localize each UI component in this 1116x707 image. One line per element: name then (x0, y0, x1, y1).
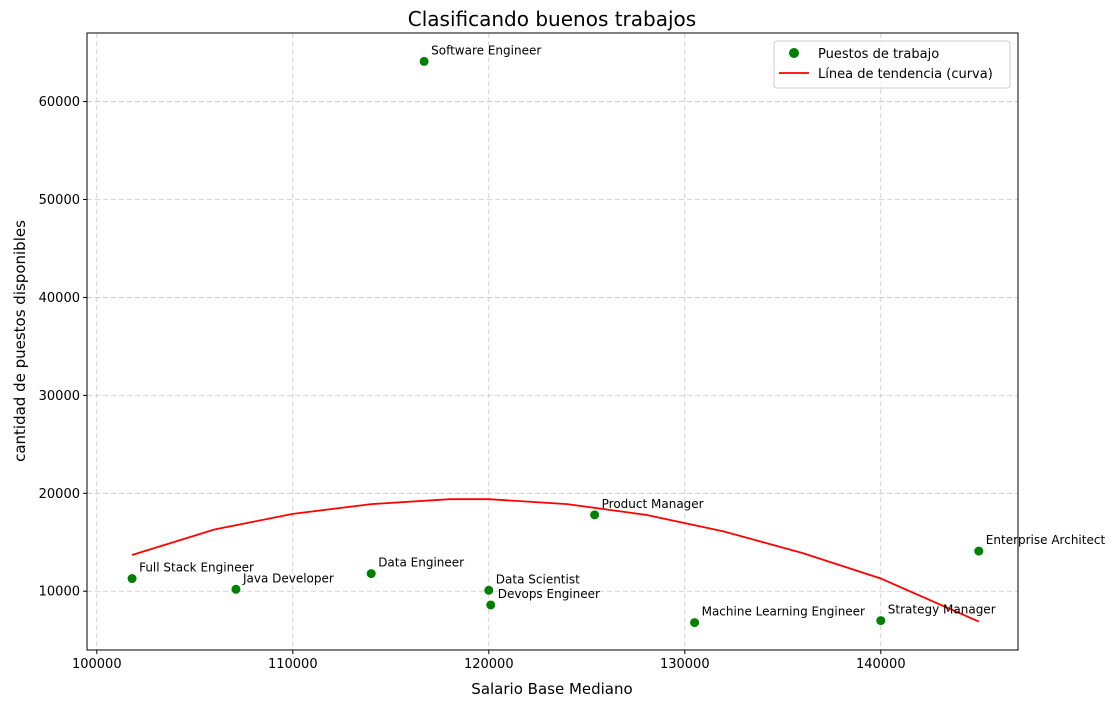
x-tick-label: 140000 (856, 657, 906, 672)
grid-lines (87, 33, 1018, 650)
x-tick-label: 100000 (72, 657, 122, 672)
data-point-label: Strategy Manager (888, 603, 996, 617)
axes: 100000 110000 120000 130000 140000 10000 20000… (39, 95, 906, 672)
x-tick-label: 120000 (464, 657, 514, 672)
x-tick-label: 130000 (660, 657, 710, 672)
data-point (486, 600, 496, 610)
legend-label-points: Puestos de trabajo (818, 47, 939, 62)
chart-title: Clasificando buenos trabajos (408, 7, 696, 31)
data-point (419, 56, 429, 66)
data-point-label: Enterprise Architect (986, 533, 1106, 547)
data-point (590, 510, 600, 520)
legend-frame (773, 40, 1011, 89)
data-point (876, 616, 886, 626)
data-point (127, 574, 137, 584)
y-tick-label: 20000 (39, 487, 80, 502)
y-tick-label: 40000 (39, 291, 80, 306)
legend: Puestos de trabajo Línea de tendencia (c… (773, 40, 1011, 89)
trend-line (131, 498, 980, 623)
data-point (484, 585, 494, 595)
legend-label-trend: Línea de tendencia (curva) (818, 67, 993, 82)
y-tick-label: 10000 (39, 585, 80, 600)
data-point-label: Software Engineer (431, 43, 541, 57)
y-axis-title: cantidad de puestos disponibles (11, 220, 29, 462)
x-axis-title: Salario Base Mediano (471, 680, 632, 698)
data-point-label: Data Engineer (378, 556, 464, 570)
data-point-label: Data Scientist (496, 572, 580, 586)
data-point-label: Machine Learning Engineer (702, 605, 865, 619)
y-tick-label: 60000 (39, 95, 80, 110)
x-tick-label: 110000 (268, 657, 318, 672)
trend-line-layer (131, 498, 980, 623)
data-point-label: Java Developer (242, 571, 334, 585)
data-point-label: Devops Engineer (498, 587, 600, 601)
data-point (974, 546, 984, 556)
points-layer (127, 56, 984, 628)
y-tick-label: 30000 (39, 389, 80, 404)
plot-area-frame (86, 32, 1019, 651)
y-tick-label: 50000 (39, 193, 80, 208)
data-point-label: Product Manager (602, 497, 704, 511)
data-point (231, 584, 241, 594)
data-point-label: Full Stack Engineer (139, 561, 254, 575)
data-point (366, 569, 376, 579)
point-labels-layer: Software Engineer Full Stack EngineerJava… (139, 43, 1105, 618)
legend-marker-points (789, 48, 799, 58)
data-point (690, 618, 700, 628)
